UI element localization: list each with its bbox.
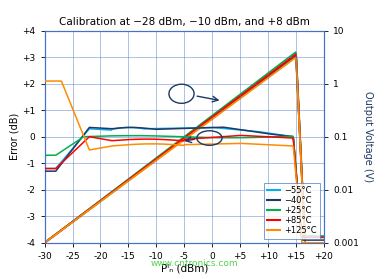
Text: www.cntronics.com: www.cntronics.com [150, 259, 238, 268]
Y-axis label: Output Voltage (V): Output Voltage (V) [363, 91, 373, 182]
Y-axis label: Error (dB): Error (dB) [10, 113, 19, 160]
Title: Calibration at −28 dBm, −10 dBm, and +8 dBm: Calibration at −28 dBm, −10 dBm, and +8 … [59, 17, 310, 27]
Legend: −55°C, −40°C, +25°C, +85°C, +125°C: −55°C, −40°C, +25°C, +85°C, +125°C [264, 183, 320, 239]
X-axis label: Pᴵₙ (dBm): Pᴵₙ (dBm) [161, 264, 208, 273]
